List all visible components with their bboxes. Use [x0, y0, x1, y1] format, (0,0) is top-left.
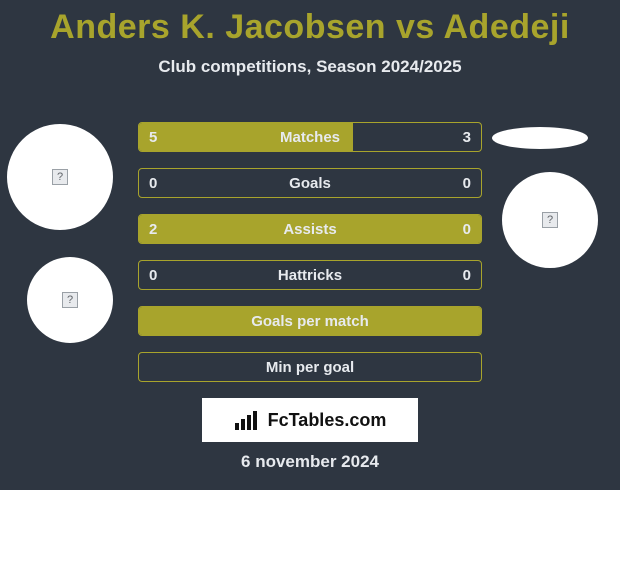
image-placeholder-icon [62, 292, 78, 308]
stat-value-left: 0 [149, 169, 157, 197]
stat-fill-left [139, 215, 406, 243]
stat-row: Goals per match [138, 306, 482, 336]
stats-card: Anders K. Jacobsen vs Adedeji Club compe… [0, 0, 620, 490]
date-label: 6 november 2024 [0, 452, 620, 472]
stats-container: Matches53Goals00Assists20Hattricks00Goal… [138, 122, 482, 398]
image-placeholder-icon [542, 212, 558, 228]
image-placeholder-icon [52, 169, 68, 185]
player-avatar-left-bottom [27, 257, 113, 343]
stat-fill [139, 307, 481, 335]
page-subtitle: Club competitions, Season 2024/2025 [0, 57, 620, 77]
stat-row: Matches53 [138, 122, 482, 152]
page-title: Anders K. Jacobsen vs Adedeji [0, 0, 620, 47]
stat-value-left: 0 [149, 261, 157, 289]
stat-value-right: 3 [463, 123, 471, 151]
player-avatar-left-top [7, 124, 113, 230]
branding-text: FcTables.com [268, 410, 387, 431]
stat-row: Min per goal [138, 352, 482, 382]
stat-label: Goals [139, 169, 481, 197]
decorative-ellipse [492, 127, 588, 149]
stat-fill-right [406, 215, 481, 243]
stat-row: Goals0 0 [138, 168, 482, 198]
branding-box: FcTables.com [202, 398, 418, 442]
stat-value-right: 0 [463, 261, 471, 289]
stat-row: Hattricks0 0 [138, 260, 482, 290]
stat-label: Hattricks [139, 261, 481, 289]
fctables-logo-icon [234, 409, 262, 431]
stat-label: Min per goal [139, 353, 481, 381]
stat-fill-left [139, 123, 353, 151]
stat-row: Assists20 [138, 214, 482, 244]
stat-value-right: 0 [463, 169, 471, 197]
player-avatar-right [502, 172, 598, 268]
